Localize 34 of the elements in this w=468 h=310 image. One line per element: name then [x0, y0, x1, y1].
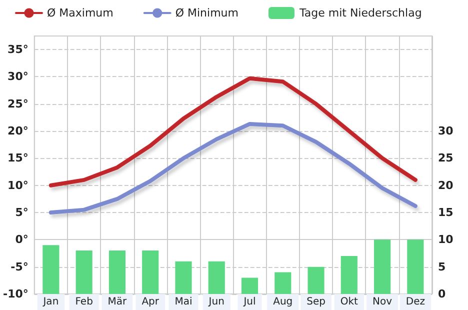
y2-tick-label: 5	[438, 260, 446, 274]
y-tick-label: -5°	[10, 260, 28, 274]
x-tick-label: Feb	[75, 296, 93, 308]
y-tick-label: 5°	[15, 206, 28, 220]
x-tick-label: Sep	[306, 296, 326, 308]
x-tick-label: Dez	[406, 296, 425, 308]
line-series	[48, 122, 418, 215]
y2-tick-label: 10	[438, 233, 454, 246]
legend-label: Tage mit Niederschlag	[298, 6, 422, 20]
legend-label: Ø Maximum	[47, 6, 114, 20]
y-tick-label: 20°	[8, 124, 28, 138]
x-tick-label: Jan	[42, 296, 59, 308]
y-tick-label: 15°	[8, 152, 28, 165]
x-tick-label: Mär	[108, 296, 128, 308]
y-tick-label: -10°	[3, 288, 28, 300]
x-tick-label: Mai	[174, 296, 192, 308]
y2-tick-label: 20	[438, 178, 454, 192]
legend-label: Ø Minimum	[175, 6, 238, 20]
line-series	[48, 76, 418, 188]
x-tick-label: Jun	[208, 296, 224, 308]
y2-tick-label: 0	[438, 288, 446, 300]
y-tick-label: 10°	[8, 178, 28, 192]
x-tick-label: Jul	[242, 296, 256, 308]
y-tick-label: 30°	[8, 70, 28, 84]
y-tick-label: 0°	[15, 233, 28, 246]
y2-tick-label: 25	[438, 152, 454, 165]
y2-tick-label: 30	[438, 124, 454, 138]
y-tick-label: 25°	[8, 97, 28, 110]
y-tick-label: 35°	[8, 43, 28, 56]
x-tick-label: Okt	[340, 296, 358, 308]
x-tick-label: Apr	[142, 296, 160, 308]
x-tick-label: Aug	[273, 296, 293, 308]
x-tick-label: Nov	[372, 296, 392, 308]
y2-tick-label: 15	[438, 206, 454, 220]
